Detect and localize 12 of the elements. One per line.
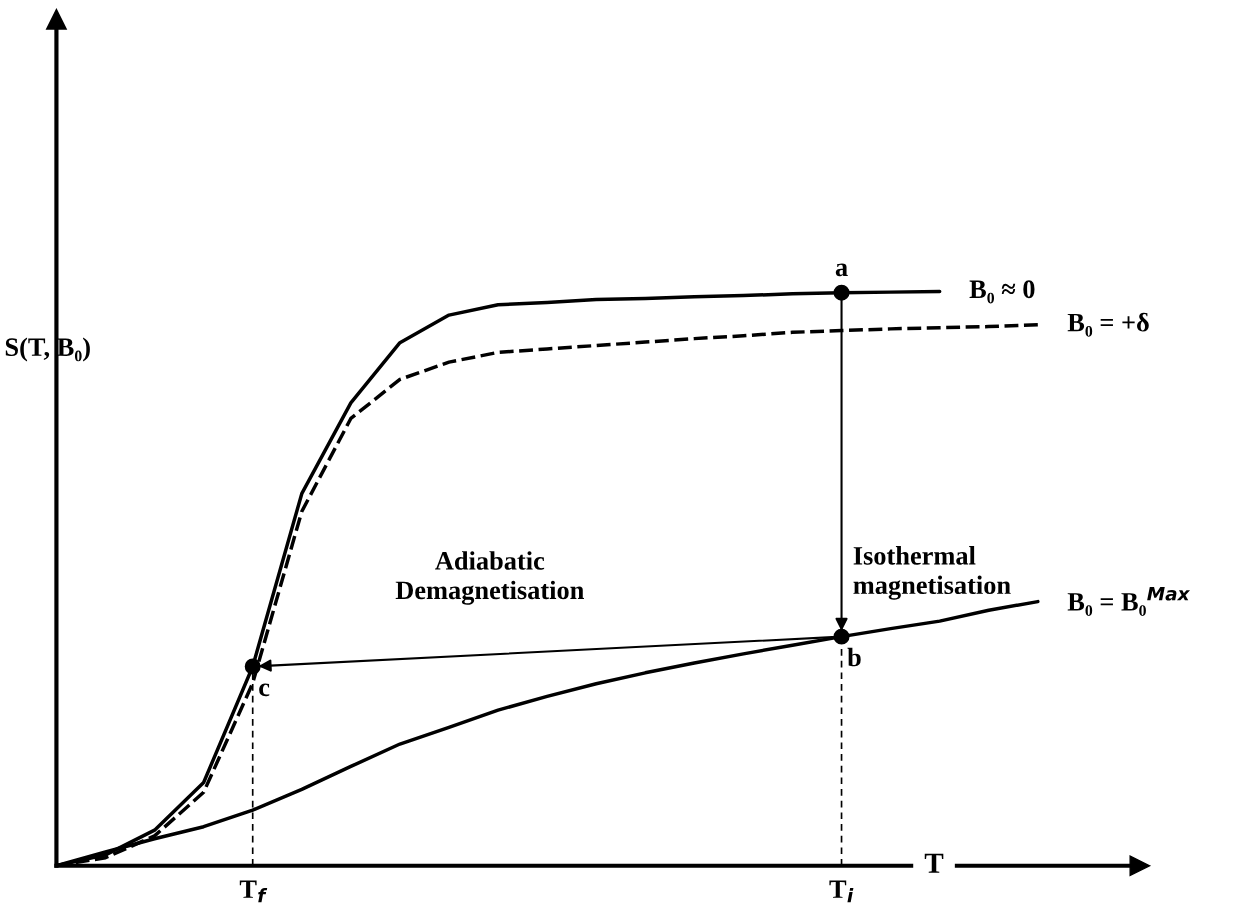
- y-axis-title: S(T, B₀): [5, 337, 90, 362]
- x-tick-label: T$_{i}$: [829, 880, 854, 903]
- series-label: B₀ ≈ 0: [969, 280, 1035, 304]
- annotation: Isothermal magnetisation: [853, 546, 1011, 600]
- x-tick-label: T$_{f}$: [239, 880, 268, 903]
- series-label: B₀ = B₀$^{Max}$: [1067, 586, 1191, 616]
- annotation: Adiabatic Demagnetisation: [395, 551, 584, 605]
- annotation: b: [847, 647, 861, 667]
- x-axis-title: T: [924, 853, 944, 873]
- text: a: [835, 263, 848, 277]
- series-label: B₀ = +δ: [1067, 312, 1149, 337]
- annotation: c: [259, 683, 270, 697]
